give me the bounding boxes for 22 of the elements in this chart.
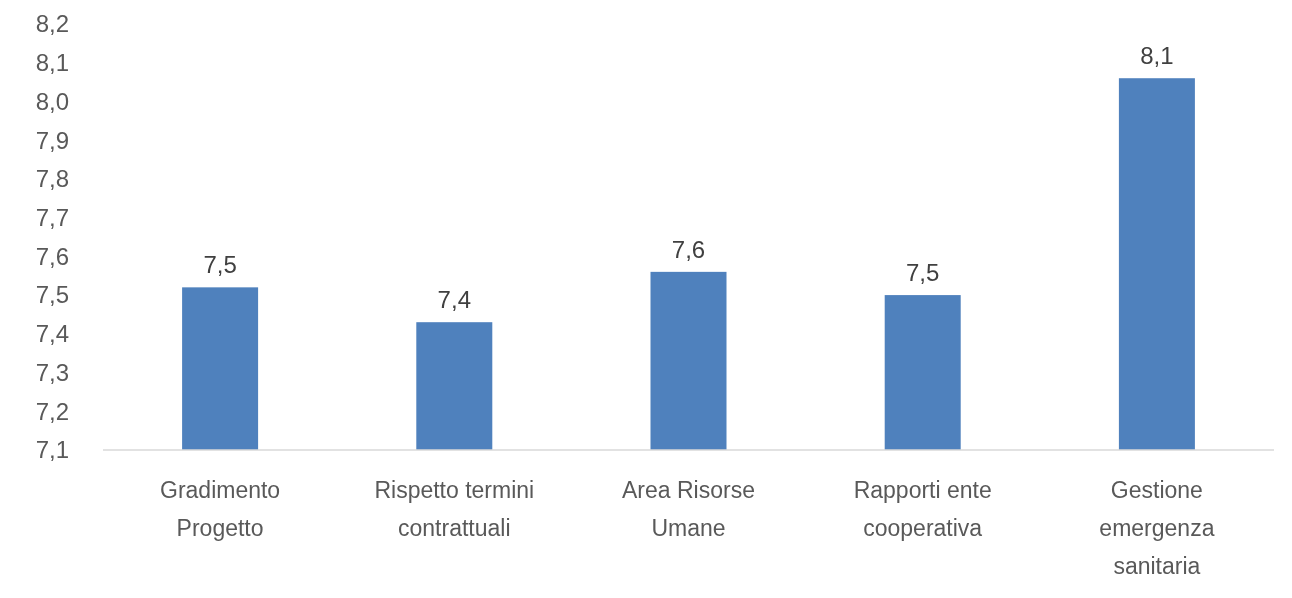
y-tick-label: 7,5 [35,281,69,309]
x-tick-label: Area Risorse Umane [622,477,755,541]
y-tick-label: 7,4 [35,320,69,348]
y-tick-label: 7,1 [35,436,69,464]
x-tick-label: Rispetto termini contrattuali [374,477,535,541]
data-label: 7,5 [906,259,940,287]
data-label: 7,5 [203,251,237,279]
x-tick-label: Rapporti ente cooperativa [853,477,992,541]
y-tick-label: 7,6 [35,242,69,270]
x-tick-label: Gradimento Progetto [160,477,281,541]
y-tick-label: 8,1 [35,49,69,77]
y-tick-label: 7,2 [35,397,69,425]
data-label: 7,6 [671,235,706,263]
y-tick-label: 7,7 [35,204,69,232]
data-label: 8,1 [1140,42,1174,70]
y-tick-label: 7,3 [35,358,69,386]
y-tick-label: 7,8 [35,165,69,193]
y-tick-label: 8,0 [35,87,69,115]
y-tick-label: 8,2 [35,10,69,38]
y-tick-label: 7,9 [35,126,69,154]
x-tick-label: Gestione emergenza sanitaria [1099,477,1215,579]
data-label: 7,4 [437,286,471,314]
